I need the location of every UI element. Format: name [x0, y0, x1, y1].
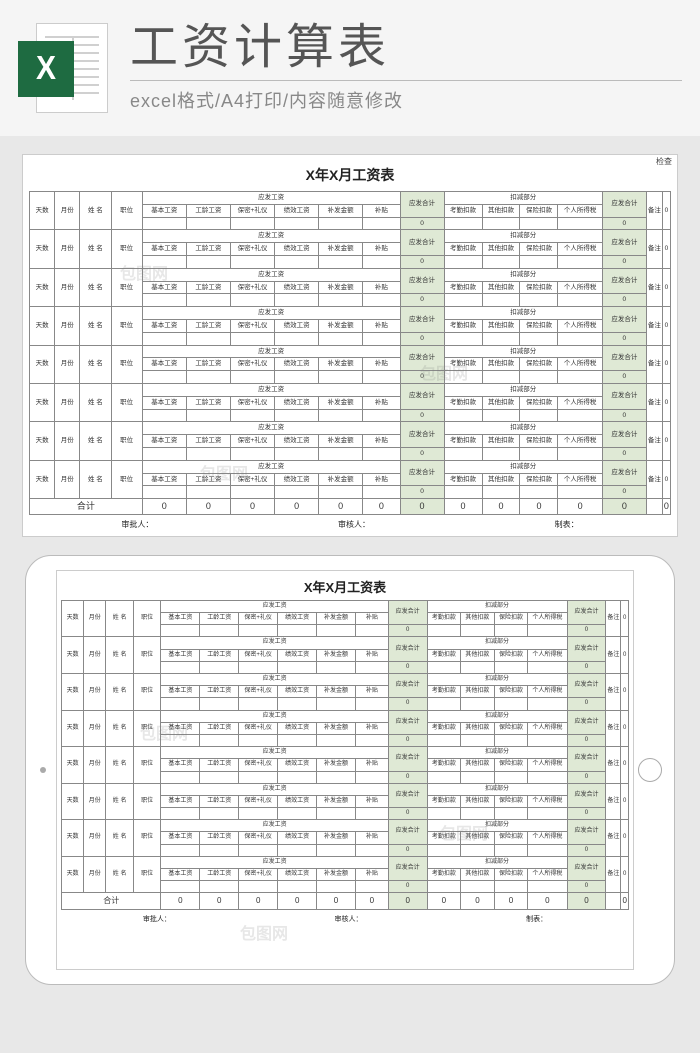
excel-icon-letter: X [36, 50, 56, 87]
hero-title: 工资计算表 [130, 23, 682, 80]
maker-label: 制表： [526, 914, 547, 924]
reviewer-label: 审批人： [143, 914, 171, 924]
tablet-mockup: X年X月工资表 天数 月份 姓 名 职位 应发工资 应发合计 扣减部分 应发合计… [25, 555, 675, 985]
sheet-title: X年X月工资表 [29, 161, 671, 191]
auditor-label: 审核人： [334, 914, 362, 924]
salary-table: 天数 月份 姓 名 职位 应发工资 应发合计 扣减部分 应发合计 备注 0 基本… [61, 600, 629, 910]
sheet-preview-top: X年X月工资表 检查 天数 月份 姓 名 职位 应发工资 应发合计 扣减部分 应… [22, 154, 678, 537]
maker-label: 制表： [555, 519, 579, 530]
check-label: 检查 [656, 156, 672, 167]
salary-table: 天数 月份 姓 名 职位 应发工资 应发合计 扣减部分 应发合计 备注 0 基本… [29, 191, 671, 515]
auditor-label: 审核人： [338, 519, 370, 530]
excel-icon: X [18, 23, 108, 113]
sheet-footer: 审批人： 审核人： 制表： [61, 910, 629, 926]
hero-banner: X 工资计算表 excel格式/A4打印/内容随意修改 [0, 0, 700, 136]
sheet-title-tablet: X年X月工资表 [61, 575, 629, 600]
sheet-footer: 审批人： 审核人： 制表： [29, 515, 671, 532]
reviewer-label: 审批人： [121, 519, 153, 530]
hero-subtitle: excel格式/A4打印/内容随意修改 [130, 87, 682, 113]
